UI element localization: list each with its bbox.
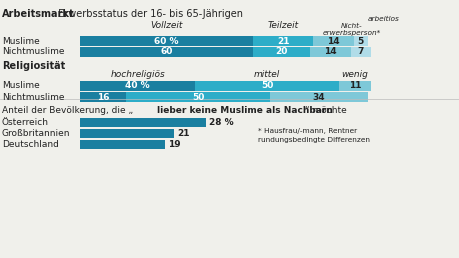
FancyBboxPatch shape [350, 47, 370, 57]
Text: 50: 50 [191, 93, 204, 101]
Text: 34: 34 [312, 93, 325, 101]
Text: 50: 50 [260, 82, 273, 91]
Text: hochreligiös: hochreligiös [110, 70, 165, 79]
Text: 16: 16 [96, 93, 109, 101]
Text: 5: 5 [357, 36, 363, 45]
Text: * Hausfrau/-mann, Rentner: * Hausfrau/-mann, Rentner [257, 128, 356, 134]
Text: Vollzeit: Vollzeit [150, 21, 182, 30]
FancyBboxPatch shape [252, 47, 310, 57]
FancyBboxPatch shape [80, 81, 195, 91]
Text: 7: 7 [357, 47, 363, 57]
Text: 21: 21 [177, 129, 190, 138]
FancyBboxPatch shape [353, 36, 367, 46]
Text: wenig: wenig [341, 70, 368, 79]
Text: lieber keine Muslime als Nachbarn: lieber keine Muslime als Nachbarn [157, 106, 332, 115]
Text: 14: 14 [326, 36, 339, 45]
FancyBboxPatch shape [269, 92, 367, 102]
FancyBboxPatch shape [80, 129, 174, 138]
Text: Großbritannien: Großbritannien [2, 129, 70, 138]
FancyBboxPatch shape [80, 92, 126, 102]
FancyBboxPatch shape [126, 92, 269, 102]
FancyBboxPatch shape [80, 36, 252, 46]
Text: Arbeitsmarkt: Arbeitsmarkt [2, 9, 74, 19]
Text: mittel: mittel [253, 70, 280, 79]
Text: Teilzeit: Teilzeit [267, 21, 298, 30]
FancyBboxPatch shape [80, 118, 206, 127]
Text: 21: 21 [276, 36, 289, 45]
Text: Nicht-
erwerbsperson*: Nicht- erwerbsperson* [322, 23, 380, 36]
Text: Anteil der Bevölkerung, die „: Anteil der Bevölkerung, die „ [2, 106, 133, 115]
Text: 14: 14 [324, 47, 336, 57]
Text: 40 %: 40 % [125, 82, 150, 91]
Text: 28 %: 28 % [208, 118, 233, 127]
FancyBboxPatch shape [252, 36, 313, 46]
Text: 11: 11 [348, 82, 360, 91]
Text: 60: 60 [160, 47, 172, 57]
Text: Nichtmuslime: Nichtmuslime [2, 47, 64, 57]
Text: arbeitlos: arbeitlos [367, 16, 399, 22]
Text: Deutschland: Deutschland [2, 140, 59, 149]
Text: rundungsbedingte Differenzen: rundungsbedingte Differenzen [257, 137, 369, 143]
Text: Religiosität: Religiosität [2, 61, 65, 71]
Text: Österreich: Österreich [2, 118, 49, 127]
FancyBboxPatch shape [310, 47, 350, 57]
Text: 60 %: 60 % [154, 36, 178, 45]
Text: Nichtmuslime: Nichtmuslime [2, 93, 64, 101]
Text: Erwerbsstatus der 16- bis 65-Jährigen: Erwerbsstatus der 16- bis 65-Jährigen [55, 9, 242, 19]
FancyBboxPatch shape [195, 81, 338, 91]
FancyBboxPatch shape [80, 47, 252, 57]
FancyBboxPatch shape [338, 81, 370, 91]
Text: 20: 20 [275, 47, 287, 57]
Text: 19: 19 [168, 140, 181, 149]
Text: Muslime: Muslime [2, 36, 39, 45]
FancyBboxPatch shape [313, 36, 353, 46]
Text: “ möchte: “ möchte [304, 106, 346, 115]
FancyBboxPatch shape [80, 140, 165, 149]
Text: Muslime: Muslime [2, 82, 39, 91]
